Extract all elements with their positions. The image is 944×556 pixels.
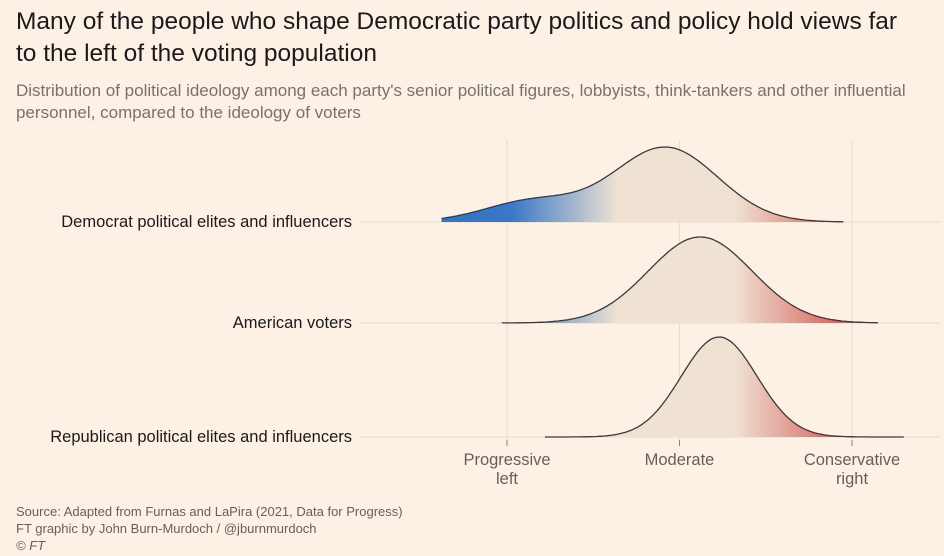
ridge-fill-2 xyxy=(545,337,904,437)
ridgeline-chart: Democrat political elites and influencer… xyxy=(50,140,940,488)
copyright-text: © FT xyxy=(16,538,46,553)
series-label-2: Republican political elites and influenc… xyxy=(50,428,352,446)
source-notes: Source: Adapted from Furnas and LaPira (… xyxy=(16,503,403,554)
source-text: Source: Adapted from Furnas and LaPira (… xyxy=(16,504,403,519)
credit-text: FT graphic by John Burn-Murdoch / @jburn… xyxy=(16,521,317,536)
ridge-fill-1 xyxy=(501,237,878,323)
ridge-outline-2 xyxy=(545,336,904,438)
ridge-outline-1 xyxy=(501,236,878,324)
x-axis: Progressive left Moderate Conservative right xyxy=(463,440,900,488)
row-labels: Democrat political elites and influencer… xyxy=(50,213,352,446)
density-ridges xyxy=(441,146,904,438)
tick-label-2: Conservative right xyxy=(804,451,900,488)
ridge-outline-0 xyxy=(441,146,844,223)
chart-subtitle: Distribution of political ideology among… xyxy=(16,81,906,122)
ridge-fill-0 xyxy=(441,147,844,222)
chart-title: Many of the people who shape Democratic … xyxy=(16,8,898,67)
series-label-0: Democrat political elites and influencer… xyxy=(61,213,352,231)
tick-label-0: Progressive left xyxy=(463,451,550,488)
tick-label-1: Moderate xyxy=(645,451,715,469)
series-label-1: American voters xyxy=(233,314,352,332)
